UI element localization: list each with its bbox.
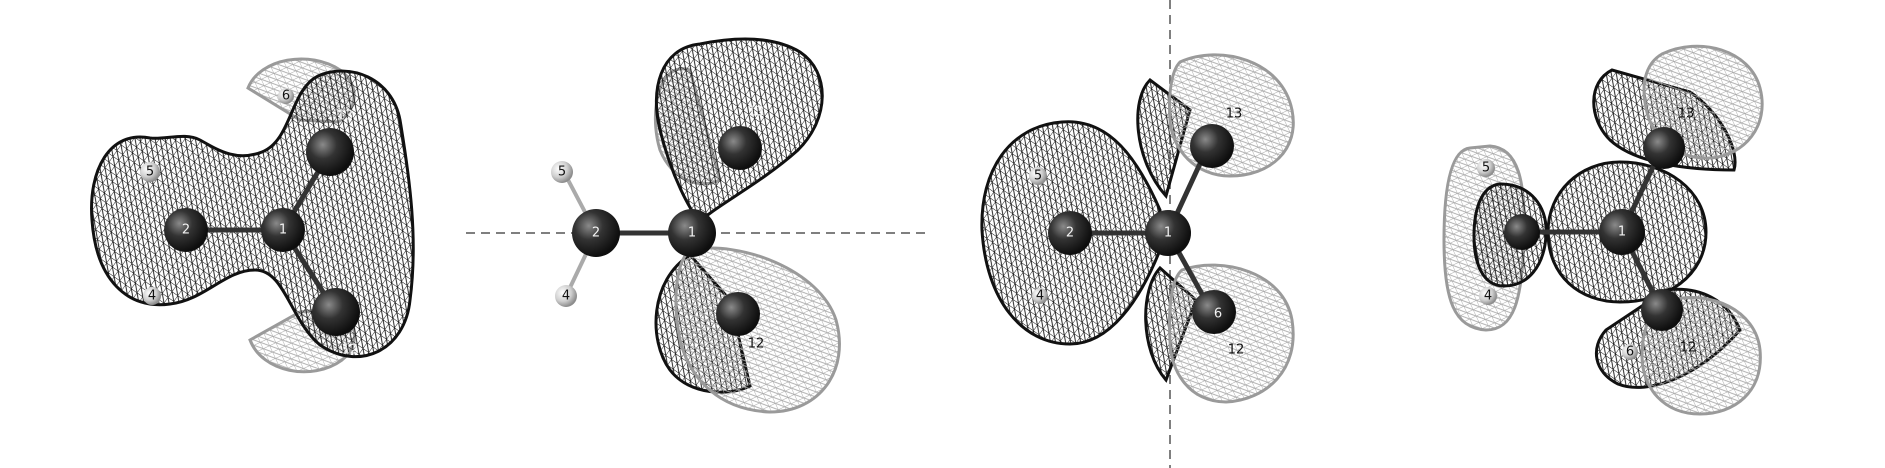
atom-label: 5	[558, 165, 566, 180]
hydrogen-atom	[1479, 287, 1497, 305]
atom-label: 12	[1228, 343, 1245, 358]
hydrogen-atom	[278, 88, 294, 104]
atom-label: 5	[146, 165, 154, 180]
atom-label: 13	[1226, 107, 1243, 122]
atom-label: 13	[748, 105, 765, 120]
hydrogen-atom	[1622, 344, 1638, 360]
atom-label: 6	[1214, 307, 1222, 322]
carbon-atom	[1641, 289, 1683, 331]
hydrogen-atom	[143, 287, 161, 305]
atom-label: 4	[562, 289, 570, 304]
light-lobe	[674, 246, 841, 414]
carbon-atom	[718, 126, 762, 170]
hydrogen-atom	[1029, 167, 1047, 185]
atom-label: 6	[282, 89, 290, 104]
hydrogen-atom	[1477, 159, 1495, 177]
carbon-atom	[312, 288, 360, 336]
atom-label: 6	[1626, 345, 1634, 360]
atom-label: 13	[337, 109, 354, 124]
atom-label: 12	[748, 337, 765, 352]
dark-lobe	[90, 69, 415, 359]
atom-label: 13	[1678, 107, 1695, 122]
carbon-atom	[716, 292, 760, 336]
atom-label: 12	[342, 343, 359, 358]
atom-label: 4	[148, 289, 156, 304]
panel-1: 5 4 2 1 13 12 6	[90, 57, 415, 374]
atom-label: 2	[1066, 226, 1074, 241]
atom-label: 4	[1036, 289, 1044, 304]
atom-label: 1	[1164, 226, 1172, 241]
hydrogen-atom	[140, 162, 160, 182]
panel-3: 5 4 2 1 13 12 6	[980, 0, 1295, 468]
carbon-atom	[261, 208, 305, 252]
atom-label: 2	[182, 223, 190, 238]
carbon-atom	[164, 208, 208, 252]
carbon-atom	[1048, 211, 1092, 255]
panel-4: 5 4 1 13 12 6	[1442, 44, 1764, 416]
carbon-atom	[1145, 210, 1191, 256]
atom-label: 12	[1680, 341, 1697, 356]
carbon-atom	[1190, 124, 1234, 168]
carbon-atom	[1599, 209, 1645, 255]
atom-label: 1	[279, 223, 287, 238]
atom-label: 5	[1034, 169, 1042, 184]
atom-label: 5	[1482, 161, 1490, 176]
atom-label: 4	[1484, 289, 1492, 304]
carbon-atom	[1504, 214, 1540, 250]
carbon-atom	[1643, 127, 1685, 169]
atom-label: 1	[1618, 225, 1626, 240]
carbon-atom	[572, 209, 620, 257]
carbon-atom	[668, 209, 716, 257]
carbon-atom	[1192, 290, 1236, 334]
atom-label: 1	[688, 226, 696, 241]
atom-label: 2	[592, 226, 600, 241]
carbon-atom	[306, 128, 354, 176]
hydrogen-atom	[555, 285, 577, 307]
hydrogen-atom	[1032, 288, 1048, 304]
hydrogen-atom	[551, 161, 573, 183]
light-lobe	[1168, 263, 1295, 404]
panel-2: 5 4 2 1 13 12	[466, 37, 928, 414]
